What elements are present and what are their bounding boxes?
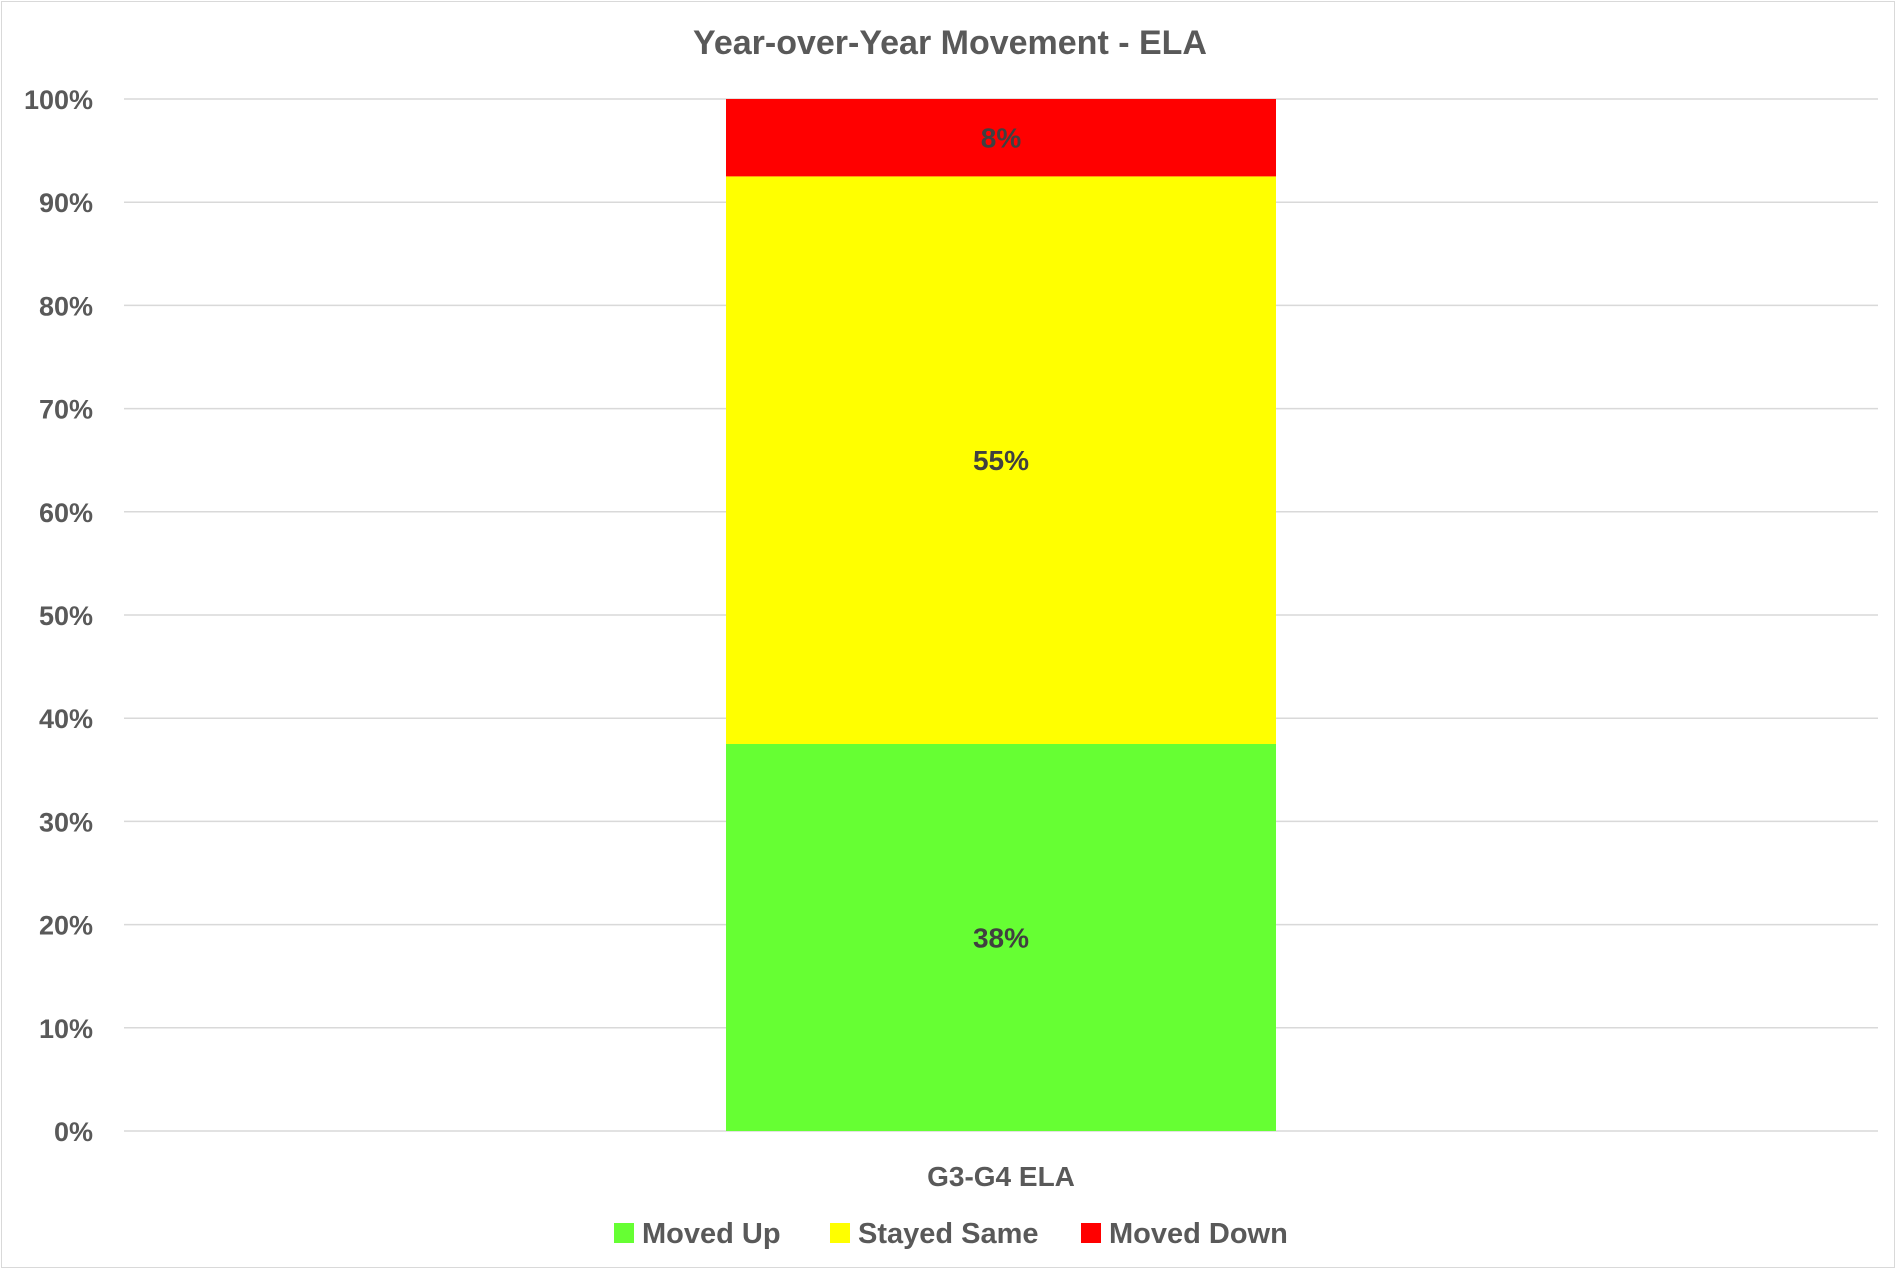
- bar-segment-stayed-same: [726, 176, 1276, 744]
- legend-label: Moved Up: [642, 1218, 781, 1250]
- x-axis-categories: G3-G4 ELA: [927, 1161, 1075, 1192]
- legend-label: Stayed Same: [858, 1218, 1039, 1250]
- legend-swatch: [830, 1223, 850, 1243]
- chart-title: Year-over-Year Movement - ELA: [693, 24, 1207, 62]
- y-tick-label: 90%: [39, 188, 93, 218]
- legend-label: Moved Down: [1109, 1218, 1288, 1250]
- legend: Moved Up Stayed Same Moved Down: [614, 1218, 1288, 1250]
- legend-swatch: [614, 1223, 634, 1243]
- legend-item-stayed-same: Stayed Same: [830, 1218, 1039, 1250]
- data-label: 55%: [973, 445, 1029, 476]
- bar-segment-moved-down: [726, 99, 1276, 177]
- y-tick-label: 10%: [39, 1014, 93, 1044]
- bar-segment-moved-up: [726, 744, 1276, 1131]
- legend-item-moved-down: Moved Down: [1081, 1218, 1288, 1250]
- y-tick-label: 80%: [39, 291, 93, 321]
- y-tick-label: 40%: [39, 704, 93, 734]
- y-tick-label: 60%: [39, 498, 93, 528]
- bars: [726, 99, 1276, 1131]
- legend-swatch: [1081, 1223, 1101, 1243]
- y-tick-label: 30%: [39, 807, 93, 837]
- y-tick-label: 0%: [54, 1117, 93, 1147]
- y-tick-label: 50%: [39, 601, 93, 631]
- y-tick-label: 20%: [39, 911, 93, 941]
- legend-item-moved-up: Moved Up: [614, 1218, 781, 1250]
- y-tick-label: 100%: [24, 85, 93, 115]
- data-labels: 38% 55% 8%: [973, 123, 1029, 954]
- data-label: 8%: [981, 123, 1022, 154]
- x-category-label: G3-G4 ELA: [927, 1161, 1075, 1192]
- data-label: 38%: [973, 923, 1029, 954]
- y-axis-ticks: 0% 10% 20% 30% 40% 50% 60% 70% 80% 90% 100%: [24, 85, 93, 1147]
- y-tick-label: 70%: [39, 395, 93, 425]
